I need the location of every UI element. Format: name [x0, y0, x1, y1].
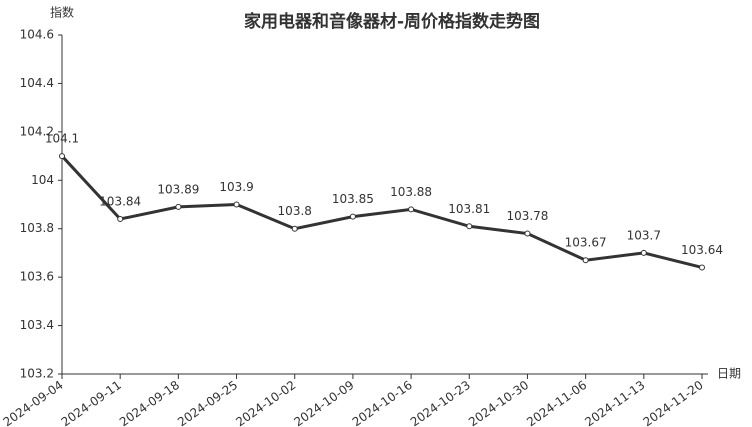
point — [466, 223, 473, 230]
y-tick-label: 104 — [31, 173, 54, 187]
x-tick-label: 2024-10-09 — [291, 378, 356, 427]
y-tick-label: 104.2 — [20, 124, 54, 138]
point — [59, 153, 65, 160]
x-tick-label: 2024-09-04 — [1, 378, 66, 427]
data-label: 103.85 — [332, 192, 374, 206]
x-tick-label: 2024-11-20 — [641, 378, 706, 427]
x-tick-label: 2024-10-23 — [408, 378, 473, 427]
x-tick-label: 2024-09-18 — [117, 378, 182, 427]
y-tick-label: 103.6 — [20, 270, 54, 284]
data-label: 103.89 — [157, 182, 199, 196]
data-label: 103.88 — [390, 185, 432, 199]
y-tick-label: 104.4 — [20, 76, 54, 90]
point — [291, 225, 298, 232]
x-tick-label: 2024-11-13 — [582, 378, 647, 427]
line — [60, 155, 703, 269]
point — [233, 201, 240, 208]
data-label: 103.84 — [99, 195, 141, 209]
x-tick-label: 2024-09-11 — [59, 378, 124, 427]
y-tick-label: 103.8 — [20, 221, 54, 235]
x-axis-label: 日期 — [717, 367, 741, 381]
point — [699, 264, 705, 271]
data-label: 104.1 — [45, 132, 79, 146]
data-label: 103.7 — [627, 228, 661, 242]
data-label: 103.8 — [278, 204, 312, 218]
y-tick-label: 103.4 — [20, 318, 54, 332]
x-tick-label: 2024-10-30 — [466, 378, 531, 427]
chart-title: 家用电器和音像器材-周价格指数走势图 — [244, 11, 540, 32]
x-tick-label: 2024-09-25 — [175, 378, 240, 427]
point — [175, 203, 182, 210]
point — [117, 216, 124, 223]
data-label: 103.81 — [448, 202, 490, 216]
data-label: 103.64 — [681, 243, 723, 257]
point — [640, 249, 647, 256]
data-label: 103.78 — [506, 209, 548, 223]
x-tick-label: 2024-10-02 — [233, 378, 298, 427]
point — [349, 213, 356, 220]
point — [408, 206, 415, 213]
y-tick-label: 104.6 — [20, 28, 54, 42]
point — [524, 230, 531, 237]
data-label: 103.67 — [565, 236, 607, 250]
y-tick-label: 103.2 — [20, 367, 54, 381]
point — [582, 257, 589, 264]
y-axis-label: 指数 — [50, 5, 74, 20]
x-tick-label: 2024-11-06 — [524, 378, 589, 427]
data-label: 103.9 — [219, 180, 253, 194]
x-tick-label: 2024-10-16 — [350, 378, 415, 427]
